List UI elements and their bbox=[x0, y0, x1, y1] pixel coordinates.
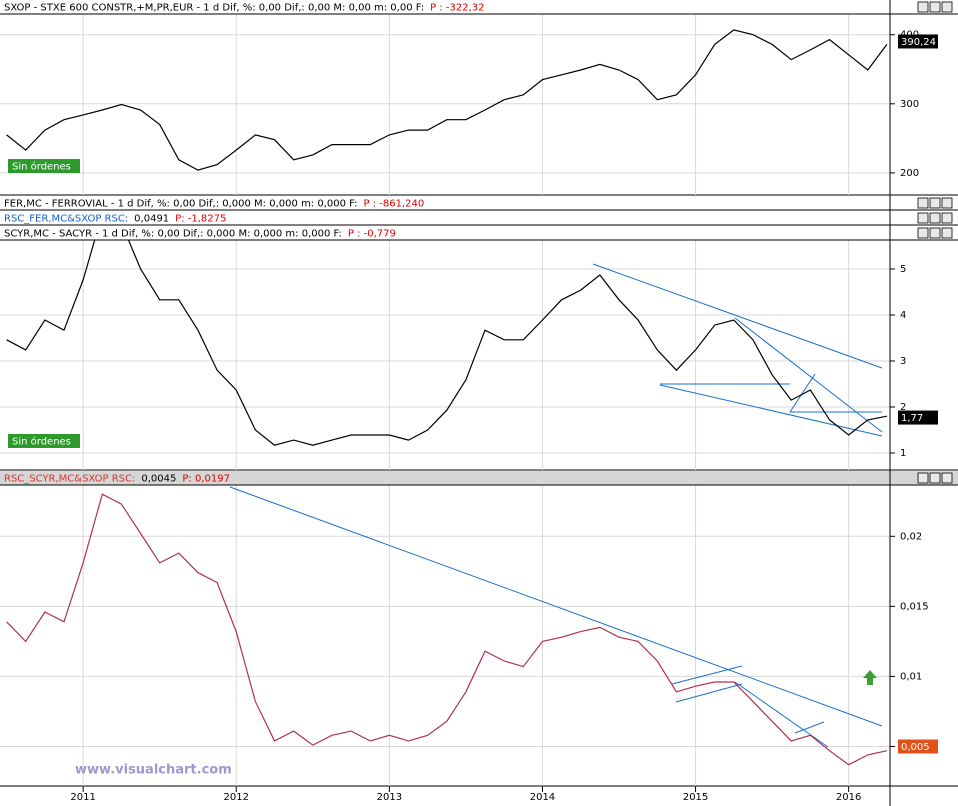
header-text: SCYR,MC - SACYR - 1 d Dif, %: 0,00 Dif,:… bbox=[4, 229, 396, 240]
window-button[interactable] bbox=[929, 197, 941, 209]
x-tick-label: 2012 bbox=[224, 792, 249, 803]
y-tick-label: 5 bbox=[900, 264, 906, 275]
panel-header bbox=[0, 0, 958, 14]
window-button[interactable] bbox=[917, 212, 929, 224]
y-tick-label: 4 bbox=[900, 310, 906, 321]
header-segment: FER,MC - FERROVIAL - 1 d Dif, %: 0,00 Di… bbox=[4, 199, 357, 210]
panel-header bbox=[0, 211, 958, 225]
panel-header bbox=[0, 226, 958, 240]
header-segment: P: 0,0197 bbox=[182, 474, 230, 485]
price-line bbox=[6, 240, 888, 446]
y-tick-label: 200 bbox=[900, 168, 919, 179]
window-button[interactable] bbox=[917, 472, 929, 484]
price-line bbox=[6, 493, 888, 766]
trendline bbox=[659, 384, 883, 437]
header-text: RSC_SCYR,MC&SXOP RSC: 0,0045 P: 0,0197 bbox=[4, 474, 230, 485]
window-button[interactable] bbox=[929, 212, 941, 224]
x-tick-label: 2011 bbox=[70, 792, 95, 803]
header-segment: 0,0491 bbox=[134, 214, 169, 225]
order-badge-text: Sin órdenes bbox=[12, 436, 71, 448]
y-tick-label: 3 bbox=[900, 356, 906, 367]
trendline bbox=[675, 683, 743, 703]
order-badge bbox=[8, 434, 80, 448]
order-badge bbox=[8, 159, 80, 173]
header-segment: SCYR,MC - SACYR - 1 d Dif, %: 0,00 Dif,:… bbox=[4, 229, 342, 240]
window-button[interactable] bbox=[941, 227, 953, 239]
x-tick-label: 2014 bbox=[530, 792, 555, 803]
y-tick-label: 0,02 bbox=[900, 531, 922, 542]
trendline bbox=[592, 263, 883, 369]
trendlines bbox=[229, 263, 883, 748]
trendline bbox=[671, 665, 743, 685]
trendline bbox=[789, 373, 816, 413]
y-tick-label: 300 bbox=[900, 99, 919, 110]
signal-arrow bbox=[863, 670, 877, 685]
y-tick-label: 0,01 bbox=[900, 671, 922, 682]
window-button[interactable] bbox=[917, 1, 929, 13]
trendline bbox=[734, 317, 883, 433]
price-line bbox=[6, 29, 888, 171]
header-text: FER,MC - FERROVIAL - 1 d Dif, %: 0,00 Di… bbox=[4, 199, 424, 210]
order-badge-text: Sin órdenes bbox=[12, 161, 71, 173]
window-button[interactable] bbox=[917, 227, 929, 239]
header-segment: P: -1,8275 bbox=[175, 214, 226, 225]
last-value-label: 390,24 bbox=[901, 37, 936, 48]
y-tick-label: 0,015 bbox=[900, 601, 929, 612]
trendline bbox=[734, 681, 829, 748]
watermark: www.visualchart.com bbox=[75, 763, 232, 778]
trendline bbox=[794, 721, 825, 734]
last-value-box bbox=[898, 739, 938, 754]
window-button[interactable] bbox=[929, 227, 941, 239]
window-button[interactable] bbox=[941, 197, 953, 209]
header-segment: RSC_SCYR,MC&SXOP RSC: bbox=[4, 474, 135, 485]
window-button[interactable] bbox=[917, 197, 929, 209]
x-tick-label: 2016 bbox=[836, 792, 861, 803]
last-value-label: 1,77 bbox=[901, 413, 923, 424]
last-value-box bbox=[898, 410, 938, 425]
window-button[interactable] bbox=[941, 1, 953, 13]
header-segment: P : -322,32 bbox=[430, 3, 484, 14]
header-text: SXOP - STXE 600 CONSTR,+M,PR,EUR - 1 d D… bbox=[4, 3, 484, 14]
panel-header bbox=[0, 196, 958, 210]
y-tick-label: 2 bbox=[900, 402, 906, 413]
header-segment: RSC_FER,MC&SXOP RSC: bbox=[4, 214, 128, 225]
x-tick-label: 2013 bbox=[377, 792, 402, 803]
header-segment: 0,0045 bbox=[141, 474, 176, 485]
window-button[interactable] bbox=[941, 472, 953, 484]
panel-header bbox=[0, 471, 958, 485]
x-tick-label: 2015 bbox=[683, 792, 708, 803]
window-button[interactable] bbox=[941, 212, 953, 224]
window-button[interactable] bbox=[929, 472, 941, 484]
window-button[interactable] bbox=[929, 1, 941, 13]
y-tick-label: 1 bbox=[900, 448, 906, 459]
header-segment: P : -861,240 bbox=[363, 199, 424, 210]
header-text: RSC_FER,MC&SXOP RSC: 0,0491 P: -1,8275 bbox=[4, 214, 226, 225]
trendline bbox=[229, 486, 883, 727]
header-segment: SXOP - STXE 600 CONSTR,+M,PR,EUR - 1 d D… bbox=[4, 3, 424, 14]
last-value-box bbox=[898, 34, 938, 49]
last-value-label: 0,005 bbox=[901, 742, 930, 753]
header-segment: P : -0,779 bbox=[348, 229, 396, 240]
